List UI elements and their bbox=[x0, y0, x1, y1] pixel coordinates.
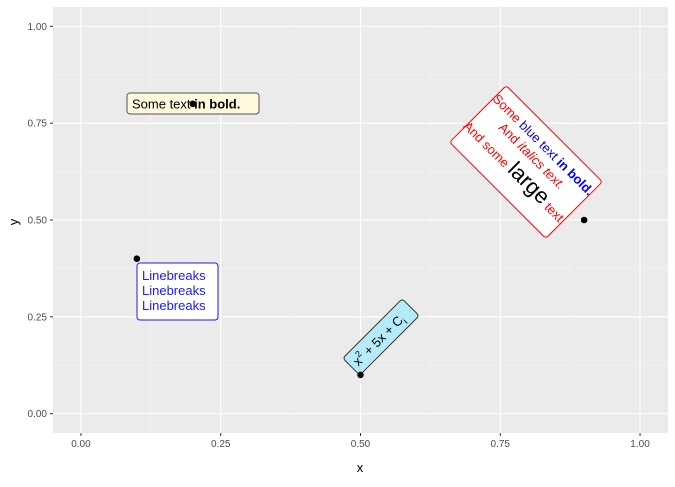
y-tick-label: 0.75 bbox=[28, 119, 48, 130]
x-axis: 0.00 0.25 0.50 0.75 1.00 bbox=[71, 433, 650, 450]
linebreaks-line-1: Linebreaks bbox=[142, 268, 206, 283]
y-tick-label: 0.50 bbox=[28, 216, 48, 227]
x-tick-label: 0.00 bbox=[71, 439, 91, 450]
y-axis-title: y bbox=[6, 218, 21, 225]
linebreaks-label-box bbox=[136, 262, 219, 321]
bold-label-bold: in bold. bbox=[194, 97, 240, 112]
linebreaks-line-2: Linebreaks bbox=[142, 283, 206, 298]
data-point bbox=[357, 371, 364, 379]
x-axis-title: x bbox=[357, 460, 364, 475]
x-tick-label: 0.25 bbox=[211, 439, 231, 450]
bold-label-plain: Some text bbox=[132, 97, 194, 112]
x-tick-label: 1.00 bbox=[630, 439, 650, 450]
data-point bbox=[133, 255, 141, 263]
math-label-subscript: i bbox=[401, 317, 409, 325]
math-label-box bbox=[343, 299, 419, 375]
rich-label-box bbox=[450, 86, 602, 238]
linebreaks-line-3: Linebreaks bbox=[142, 298, 206, 313]
x-tick-label: 0.50 bbox=[351, 439, 371, 450]
rich-label: Some blue text in bold. And italics text… bbox=[450, 86, 602, 238]
data-point bbox=[580, 216, 588, 224]
y-tick-label: 0.00 bbox=[28, 409, 48, 420]
y-tick-label: 1.00 bbox=[28, 22, 48, 33]
y-axis: 0.00 0.25 0.50 0.75 1.00 bbox=[28, 22, 53, 420]
data-point bbox=[189, 100, 197, 108]
y-tick-label: 0.25 bbox=[28, 312, 48, 323]
x-tick-label: 0.75 bbox=[491, 439, 511, 450]
bold-label-text: Some text in bold. bbox=[132, 97, 240, 112]
data-points bbox=[133, 100, 588, 379]
linebreaks-label: Linebreaks Linebreaks Linebreaks bbox=[136, 262, 219, 321]
math-label-exponent: 2 bbox=[353, 349, 364, 360]
